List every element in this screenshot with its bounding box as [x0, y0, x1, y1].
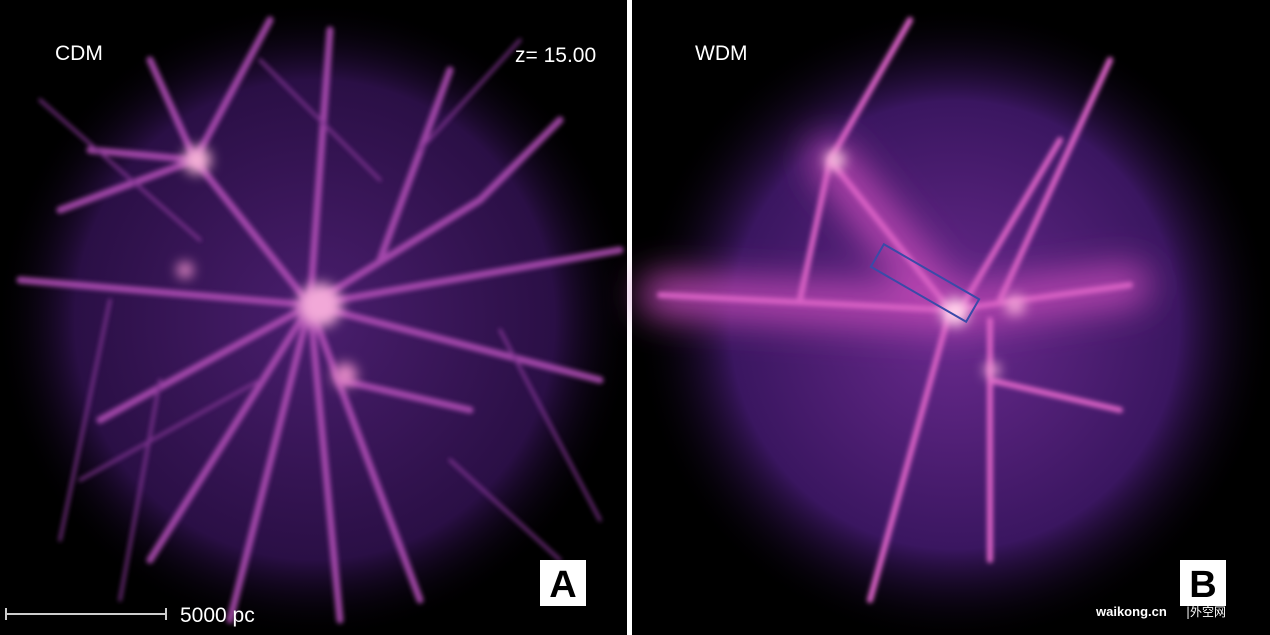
panel-cdm: CDM z= 15.00 5000 pc A — [0, 0, 635, 635]
watermark-name: |外空网 — [1186, 605, 1226, 619]
filaments — [16, 16, 624, 624]
hotspots — [177, 146, 357, 387]
panel-wdm: WDM B waikong.cn |外空网 — [632, 0, 1270, 635]
scale-label: 5000 pc — [180, 604, 255, 627]
letter-box — [1180, 560, 1226, 606]
divider — [627, 0, 632, 635]
hotspots — [825, 150, 1025, 378]
letter-box — [540, 560, 586, 606]
highlight-box — [869, 242, 981, 324]
redshift: z= 15.00 — [515, 44, 596, 67]
panel-letter: A — [549, 564, 576, 606]
model-label: WDM — [695, 42, 747, 65]
watermark-site: waikong.cn — [1095, 604, 1167, 619]
model-label: CDM — [55, 42, 103, 65]
panel-letter: B — [1189, 564, 1216, 606]
